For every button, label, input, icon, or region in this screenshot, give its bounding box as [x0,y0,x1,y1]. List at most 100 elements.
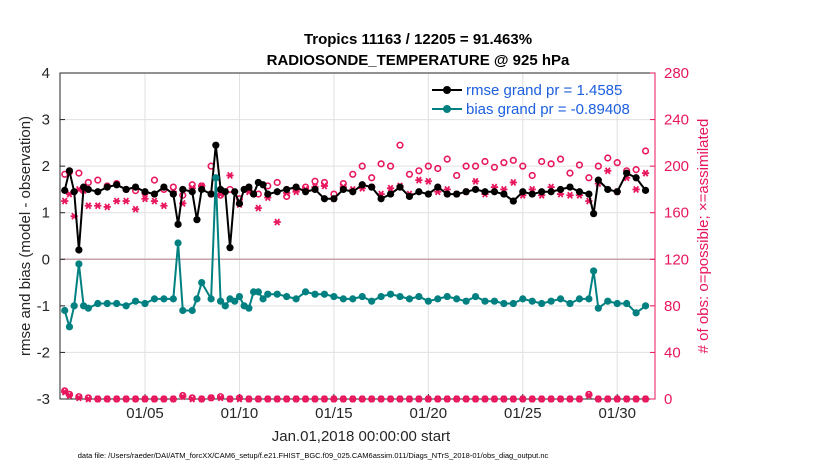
asterisk-stroke [113,395,120,403]
bias-point [519,295,527,303]
obs-assimilated-marker [575,395,584,403]
asterisk-stroke [406,395,413,403]
asterisk-stroke [585,391,592,400]
bias-point [150,295,159,303]
obs-possible-marker [94,176,102,184]
obs-possible-marker [509,156,517,164]
bias-point [330,292,338,301]
rmse-point [424,190,432,198]
rmse-point [396,183,404,191]
obs-possible-marker [179,391,187,400]
asterisk-stroke [557,395,564,403]
obs-assimilated-marker [320,182,329,190]
rmse-point [259,181,267,189]
bias-point [623,299,631,308]
asterisk-stroke [340,395,347,403]
obs-assimilated-marker [84,395,92,403]
obs-assimilated-marker [311,395,319,403]
bias-point [103,299,111,308]
obs-possible-marker [585,390,593,398]
obs-possible-marker [188,394,196,402]
obs-assimilated-marker [283,395,291,403]
rmse-point [122,185,130,194]
asterisk-stroke [642,395,649,403]
obs-assimilated-marker [547,395,555,403]
obs-assimilated-marker [509,178,517,187]
obs-assimilated-marker [641,395,650,403]
obs-possible-marker [216,393,225,401]
asterisk-stroke [104,203,111,211]
asterisk-stroke [227,171,233,180]
asterisk-stroke [623,395,630,403]
y-right-tick-label: 200 [664,158,689,175]
rmse-point [301,188,310,196]
y-tick-label: 4 [42,65,50,82]
bias-point [585,295,593,303]
obs-assimilated-marker [273,395,281,403]
obs-assimilated-marker [424,395,432,403]
bias-point [188,306,196,315]
rmse-point [566,183,574,191]
asterisk-stroke [227,395,233,403]
x-axis: 01/05 01/10 01/15 01/20 01/25 01/30 [126,394,636,422]
asterisk-stroke [567,191,573,199]
bias-point [75,260,83,268]
asterisk-stroke [274,395,281,403]
bias-point [169,295,177,303]
bias-point [594,304,602,312]
rmse-point [556,185,565,194]
rmse-point [61,186,69,194]
obs-assimilated-marker [122,197,130,205]
bias-point [471,292,480,301]
chart-title: Tropics 11163 / 12205 = 91.463% [304,31,532,48]
rmse-point [75,246,83,254]
bias-point [259,295,267,303]
bias-point [264,290,272,298]
rmse-point [415,188,423,196]
bias-point [131,297,140,305]
bias-point [528,297,536,305]
bias-point [590,267,598,275]
obs-assimilated-marker [471,395,480,403]
obs-assimilated-marker [604,395,612,403]
bias-point [84,304,92,312]
bias-point [396,292,404,301]
obs-assimilated-marker [386,395,395,403]
obs-possible-marker [84,178,92,187]
asterisk-stroke [529,395,536,403]
rmse-point [330,195,338,203]
y-right-tick-label: 160 [664,205,689,222]
y-tick-label: -1 [37,298,50,315]
rmse-point [150,190,159,198]
bias-point [273,290,281,298]
obs-assimilated-marker [415,176,423,184]
rmse-point [443,190,451,198]
asterisk-stroke [94,395,101,403]
rmse-point [65,167,74,175]
rmse-point [500,190,508,198]
rmse-point [169,190,177,198]
rmse-point [235,199,244,207]
rmse-point [377,195,385,203]
bias-point [500,299,508,308]
obs-assimilated-marker [509,395,517,403]
obs-assimilated-marker [131,205,140,213]
rmse-point [221,188,229,196]
obs-assimilated-marker [320,395,329,403]
rmse-point [188,188,196,196]
asterisk-stroke [595,395,602,403]
obs-assimilated-marker [141,395,149,403]
asterisk-stroke [359,395,366,403]
obs-assimilated-marker [434,395,442,403]
asterisk-stroke [179,393,186,401]
obs-assimilated-marker [377,395,385,403]
obs-assimilated-marker [113,395,121,403]
bias-point [283,292,291,301]
rmse-point [320,195,329,203]
rmse-point [594,176,602,184]
rmse-point [283,185,291,194]
asterisk-stroke [368,395,375,403]
obs-assimilated-marker [160,395,168,403]
bias-point [65,323,74,331]
